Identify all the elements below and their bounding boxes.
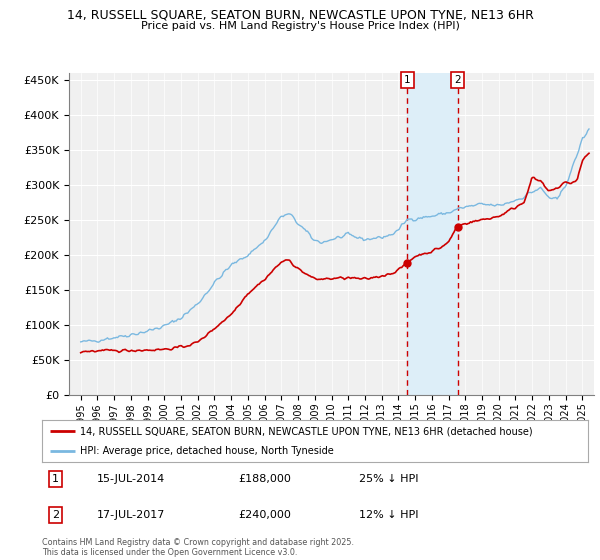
Text: Contains HM Land Registry data © Crown copyright and database right 2025.
This d: Contains HM Land Registry data © Crown c… [42, 538, 354, 557]
Text: HPI: Average price, detached house, North Tyneside: HPI: Average price, detached house, Nort… [80, 446, 334, 456]
Text: 25% ↓ HPI: 25% ↓ HPI [359, 474, 418, 484]
Text: £188,000: £188,000 [239, 474, 292, 484]
Text: 1: 1 [404, 75, 411, 85]
Text: 15-JUL-2014: 15-JUL-2014 [97, 474, 165, 484]
Text: 2: 2 [52, 510, 59, 520]
Text: 1: 1 [52, 474, 59, 484]
Text: 14, RUSSELL SQUARE, SEATON BURN, NEWCASTLE UPON TYNE, NE13 6HR: 14, RUSSELL SQUARE, SEATON BURN, NEWCAST… [67, 8, 533, 21]
Bar [407, 73, 458, 395]
Text: 17-JUL-2017: 17-JUL-2017 [97, 510, 165, 520]
Text: 14, RUSSELL SQUARE, SEATON BURN, NEWCASTLE UPON TYNE, NE13 6HR (detached house): 14, RUSSELL SQUARE, SEATON BURN, NEWCAST… [80, 426, 533, 436]
Text: Price paid vs. HM Land Registry's House Price Index (HPI): Price paid vs. HM Land Registry's House … [140, 21, 460, 31]
Text: £240,000: £240,000 [239, 510, 292, 520]
Text: 12% ↓ HPI: 12% ↓ HPI [359, 510, 418, 520]
Text: 2: 2 [454, 75, 461, 85]
